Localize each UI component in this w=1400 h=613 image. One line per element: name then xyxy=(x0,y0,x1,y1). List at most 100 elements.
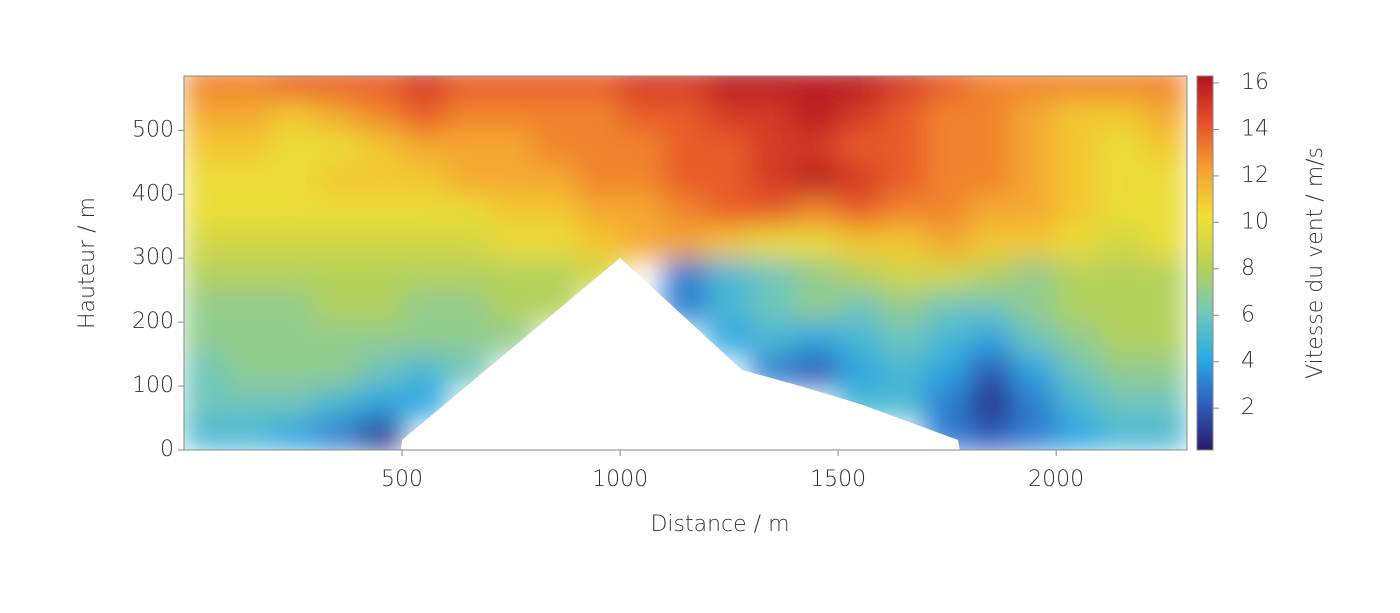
heat-cell xyxy=(838,290,883,323)
y-axis-label: Hauteur / m xyxy=(75,197,100,329)
heat-cell xyxy=(532,258,577,291)
heat-cell xyxy=(620,130,665,163)
heat-cell xyxy=(1056,130,1101,163)
heat-cell xyxy=(489,98,534,131)
heat-cell xyxy=(1099,354,1144,387)
heat-cell xyxy=(925,290,970,323)
heat-cell xyxy=(750,290,796,323)
heat-cell xyxy=(271,98,316,131)
heat-cell xyxy=(750,322,796,355)
heat-cell xyxy=(925,226,970,259)
heat-cell xyxy=(968,290,1014,323)
heat-cell xyxy=(402,194,447,227)
heat-cell xyxy=(532,76,577,99)
heat-cell xyxy=(184,194,229,227)
heat-cell xyxy=(663,258,708,291)
heat-cell xyxy=(707,130,752,163)
heat-cell xyxy=(1012,226,1057,259)
heat-cell xyxy=(1012,354,1057,387)
heat-cell xyxy=(489,76,534,99)
heat-cell xyxy=(227,98,272,131)
heat-cell xyxy=(314,354,359,387)
heat-cell xyxy=(271,162,316,195)
heat-cell xyxy=(314,290,359,323)
heat-cell xyxy=(314,226,359,259)
heat-cell xyxy=(576,226,621,259)
heat-cell xyxy=(445,162,490,195)
heat-cell xyxy=(227,290,272,323)
heat-cell xyxy=(968,258,1014,291)
heat-cell xyxy=(707,162,752,195)
heat-cell xyxy=(489,226,534,259)
heat-cell xyxy=(750,162,796,195)
x-axis-label: Distance / m xyxy=(650,512,789,537)
heat-cell xyxy=(968,194,1014,227)
heat-cell xyxy=(402,322,447,355)
heat-cell xyxy=(968,130,1014,163)
heat-cell xyxy=(489,162,534,195)
heat-cell xyxy=(1099,386,1144,419)
heat-cell xyxy=(314,194,359,227)
heat-cell xyxy=(532,130,577,163)
heat-cell xyxy=(358,290,403,323)
x-tick-label: 2000 xyxy=(1028,467,1084,492)
heat-cell xyxy=(794,130,839,163)
heat-cell xyxy=(271,226,316,259)
heat-cell xyxy=(1056,386,1101,419)
heat-cell xyxy=(489,194,534,227)
colorbar-tick-label: 4 xyxy=(1241,349,1255,374)
heat-cell xyxy=(402,98,447,131)
heat-cell xyxy=(227,162,272,195)
heat-cell xyxy=(707,290,752,323)
heat-cell xyxy=(402,290,447,323)
heat-cell xyxy=(402,130,447,163)
heat-cell xyxy=(1056,354,1101,387)
heat-cell xyxy=(663,76,708,99)
heat-cell xyxy=(620,162,665,195)
heat-cell xyxy=(1012,418,1057,450)
heat-cell xyxy=(314,98,359,131)
x-tick-label: 1000 xyxy=(592,467,648,492)
heat-cell xyxy=(925,76,970,99)
y-tick-label: 0 xyxy=(160,437,174,462)
heat-cell xyxy=(794,322,839,355)
heat-cell xyxy=(1056,290,1101,323)
heat-cell xyxy=(881,76,926,99)
heat-cell xyxy=(314,258,359,291)
heat-cell xyxy=(838,130,883,163)
heat-cell xyxy=(271,290,316,323)
heat-cell xyxy=(1143,354,1187,387)
heat-cell xyxy=(1056,194,1101,227)
heat-cell xyxy=(532,98,577,131)
heat-cell xyxy=(968,386,1014,419)
heat-cell xyxy=(663,98,708,131)
heat-cell xyxy=(838,322,883,355)
heat-cell xyxy=(750,194,796,227)
heat-cell xyxy=(445,226,490,259)
heat-cell xyxy=(1012,386,1057,419)
heat-cell xyxy=(489,130,534,163)
heat-cell xyxy=(1012,162,1057,195)
heat-cell xyxy=(358,322,403,355)
heat-cell xyxy=(184,322,229,355)
x-tick-label: 500 xyxy=(381,467,423,492)
heat-cell xyxy=(1099,322,1144,355)
heat-cell xyxy=(271,322,316,355)
heat-cell xyxy=(838,98,883,131)
heat-cell xyxy=(227,386,272,419)
heat-cell xyxy=(925,322,970,355)
heat-cell xyxy=(184,76,229,99)
heat-cell xyxy=(1099,98,1144,131)
heat-cell xyxy=(750,130,796,163)
colorbar-tick-label: 8 xyxy=(1241,256,1255,281)
heat-cell xyxy=(925,162,970,195)
heat-cell xyxy=(881,386,926,419)
heat-cell xyxy=(227,226,272,259)
heat-cell xyxy=(1056,162,1101,195)
terrain xyxy=(401,258,960,451)
y-tick-label: 500 xyxy=(132,117,174,142)
heat-cell xyxy=(532,162,577,195)
heat-cell xyxy=(445,130,490,163)
heat-cell xyxy=(794,98,839,131)
